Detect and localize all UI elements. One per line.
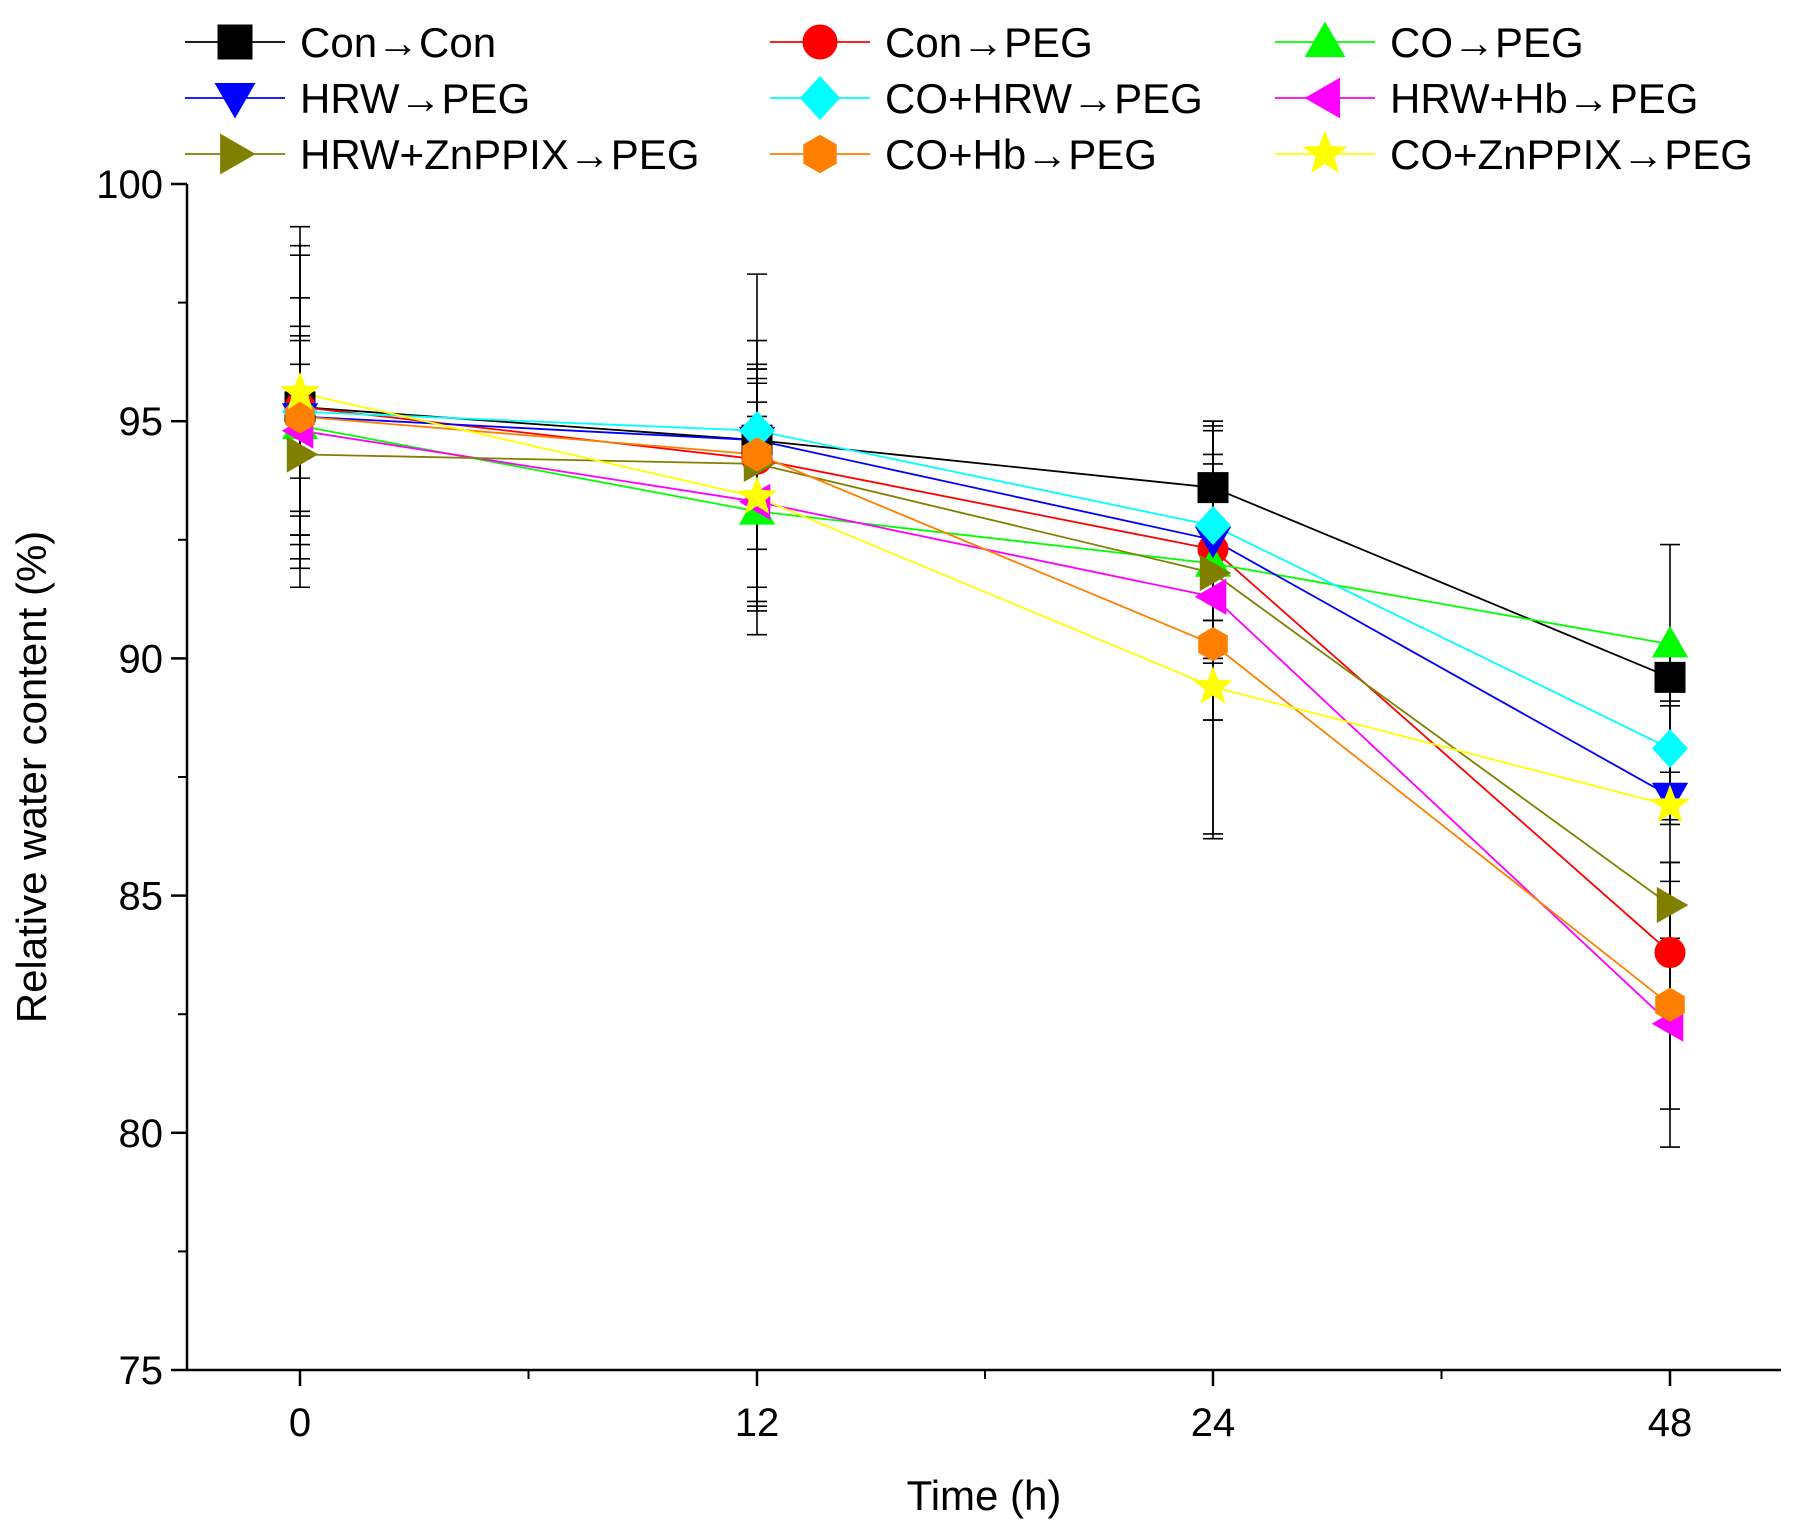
legend-item: CO+ZnPPIX→PEG [1275, 130, 1753, 178]
series-line [299, 406, 1671, 954]
legend-label: CO→PEG [1390, 19, 1584, 66]
legend-label: HRW+ZnPPIX→PEG [300, 131, 700, 178]
legend-marker [1302, 130, 1348, 174]
data-point-marker [737, 476, 777, 515]
legend-item: HRW+ZnPPIX→PEG [185, 131, 700, 178]
y-tick-label: 90 [119, 637, 164, 681]
x-axis-title: Time (h) [907, 1472, 1062, 1519]
legend-marker [799, 76, 841, 121]
data-point-marker [1193, 665, 1233, 704]
x-tick-label: 48 [1648, 1401, 1693, 1445]
series-line [299, 425, 1671, 646]
legend: Con→Con Con→PEG CO→PEG HRW→PEG CO+HRW→PEG HRW… [185, 19, 1753, 178]
legend-marker [214, 83, 256, 119]
data-point-marker [1197, 472, 1229, 504]
y-tick-label: 100 [96, 163, 163, 207]
legend-item: HRW+Hb→PEG [1275, 75, 1698, 122]
series-lines [299, 391, 1671, 1025]
legend-label: CO+HRW→PEG [885, 75, 1203, 122]
legend-marker [220, 133, 256, 175]
error-bars [290, 225, 1680, 1148]
y-tick-label: 95 [119, 400, 164, 444]
legend-item: CO+HRW→PEG [770, 75, 1203, 122]
data-point-marker [1198, 627, 1228, 662]
series-line [299, 391, 1671, 807]
series-line [299, 415, 1671, 797]
y-tick-label: 75 [119, 1349, 164, 1393]
legend-marker [802, 24, 838, 60]
series-line [299, 406, 1671, 679]
legend-label: HRW+Hb→PEG [1390, 75, 1698, 122]
data-point-marker [280, 371, 320, 410]
data-point-marker [1199, 554, 1232, 592]
x-tick-label: 12 [735, 1401, 780, 1445]
x-ticks: 0 12 24 48 [289, 1370, 1692, 1445]
legend-label: Con→PEG [885, 19, 1093, 66]
data-markers [280, 371, 1690, 1042]
y-tick-label: 85 [119, 875, 164, 919]
legend-item: CO→PEG [1275, 19, 1584, 66]
data-point-marker [1654, 661, 1686, 693]
legend-label: HRW→PEG [300, 75, 530, 122]
legend-item: Con→PEG [770, 19, 1093, 66]
series-line [299, 410, 1671, 750]
axes: 75 80 85 90 95 100 0 12 24 48 [96, 163, 1781, 1445]
x-tick-label: 24 [1191, 1401, 1236, 1445]
data-point-marker [1652, 729, 1688, 769]
data-point-marker [1194, 578, 1227, 615]
data-point-marker [742, 437, 772, 472]
series-line [299, 415, 1671, 1006]
series-line [299, 453, 1671, 906]
legend-item: Con→Con [185, 19, 496, 66]
data-point-marker [1654, 937, 1686, 969]
data-point-marker [1651, 625, 1689, 658]
data-point-marker [1195, 506, 1231, 546]
legend-label: CO+Hb→PEG [885, 131, 1157, 178]
legend-label: CO+ZnPPIX→PEG [1390, 131, 1753, 178]
data-point-marker [1656, 886, 1689, 924]
y-tick-label: 80 [119, 1112, 164, 1156]
data-point-marker [286, 436, 319, 473]
legend-item: CO+Hb→PEG [770, 131, 1157, 178]
legend-label: Con→Con [300, 19, 496, 66]
legend-item: HRW→PEG [185, 75, 530, 122]
data-point-marker [1655, 987, 1685, 1022]
legend-marker [217, 24, 253, 60]
y-ticks: 75 80 85 90 95 100 [96, 163, 187, 1393]
x-tick-label: 0 [289, 1401, 311, 1445]
legend-marker [803, 134, 837, 174]
legend-marker [1304, 21, 1346, 57]
series-line [299, 429, 1671, 1025]
data-point-marker [1650, 784, 1690, 823]
data-point-marker [285, 399, 315, 434]
legend-marker [1304, 77, 1340, 119]
y-axis-title: Relative water content (%) [8, 531, 55, 1024]
